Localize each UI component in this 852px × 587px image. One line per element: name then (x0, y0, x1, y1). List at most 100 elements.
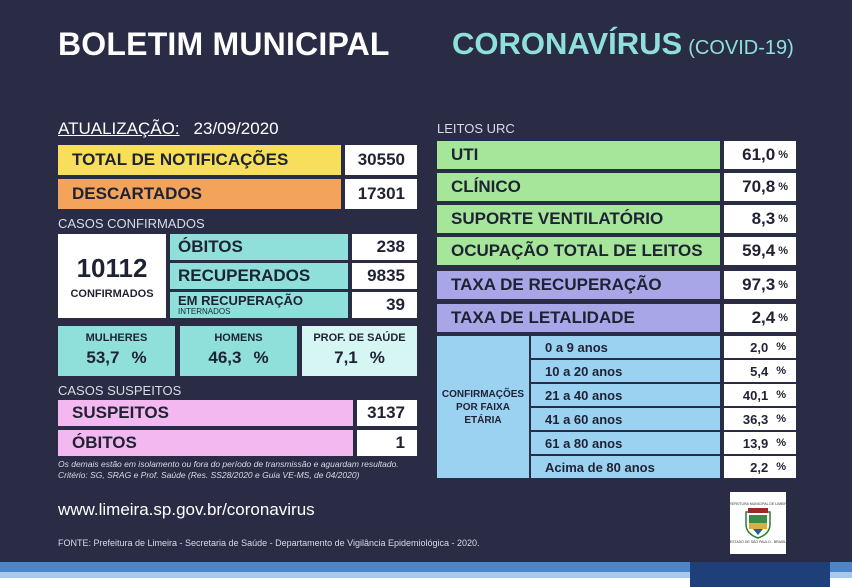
em-recuperacao-label: EM RECUPERAÇÃO (178, 293, 303, 308)
age-row-value: 36,3% (724, 408, 796, 430)
leitos-value-number: 59,4 (742, 241, 776, 260)
demo-box-mulheres: MULHERES 53,7% (58, 326, 175, 376)
age-row-label: 10 a 20 anos (531, 360, 720, 382)
obitos-value: 238 (352, 234, 417, 260)
leitos-value-unit: % (778, 149, 788, 161)
footer-stripe-blue (0, 562, 852, 572)
update-label: ATUALIZAÇÃO: (58, 119, 180, 138)
leitos-suporte-value: 8,3% (724, 205, 796, 233)
age-row-label: 61 a 80 anos (531, 432, 720, 454)
descartados-value: 17301 (345, 179, 417, 209)
taxa-recuperacao-label: TAXA DE RECUPERAÇÃO (437, 271, 720, 299)
page-subtitle: CORONAVÍRUS (COVID-19) (452, 26, 794, 62)
age-value-unit: % (776, 389, 786, 401)
website-link[interactable]: www.limeira.sp.gov.br/coronavirus (58, 500, 315, 519)
em-recuperacao-value: 39 (352, 292, 417, 318)
age-value-unit: % (776, 341, 786, 353)
city-logo: PREFEITURA MUNICIPAL DE LIMEIRA ESTADO D… (726, 492, 790, 554)
suspected-section-label: CASOS SUSPEITOS (58, 383, 182, 398)
suspeitos-value: 3137 (357, 400, 417, 426)
logo-bottom-text: ESTADO DE SÃO PAULO - BRASIL (729, 540, 787, 544)
age-title-line: ETÁRIA (464, 414, 502, 426)
footer-stripe-light (0, 572, 852, 578)
age-value-unit: % (776, 413, 786, 425)
demo-unit: % (369, 348, 385, 367)
recuperados-value: 9835 (352, 263, 417, 289)
descartados-label: DESCARTADOS (58, 179, 341, 209)
leitos-value-unit: % (778, 213, 788, 225)
age-row-value: 2,0% (724, 336, 796, 358)
age-row-label: Acima de 80 anos (531, 456, 720, 478)
age-value-number: 2,0 (750, 339, 769, 355)
em-recuperacao-sub: INTERNADOS (178, 307, 231, 316)
subtitle-main: CORONAVÍRUS (452, 26, 683, 61)
leitos-value-number: 8,3 (751, 209, 776, 228)
demo-box-prof-saude: PROF. DE SAÚDE 7,1% (302, 326, 417, 376)
demo-label: HOMENS (214, 332, 263, 344)
age-value-number: 40,1 (742, 387, 769, 403)
age-row-value: 2,2% (724, 456, 796, 478)
note-line: Critério: SG, SRAG e Prof. Saúde (Res. S… (58, 470, 360, 480)
demo-value: 53,7 (86, 348, 120, 367)
age-row-label: 21 a 40 anos (531, 384, 720, 406)
leitos-value-number: 61,0 (742, 145, 776, 164)
age-row-label: 41 a 60 anos (531, 408, 720, 430)
leitos-suporte-label: SUPORTE VENTILATÓRIO (437, 205, 720, 233)
leitos-uti-value: 61,0% (724, 141, 796, 169)
leitos-uti-label: UTI (437, 141, 720, 169)
demo-value: 7,1 (334, 348, 358, 367)
demo-label: MULHERES (85, 332, 148, 344)
rate-value-number: 97,3 (742, 275, 776, 294)
em-recuperacao-box: EM RECUPERAÇÃO INTERNADOS (170, 292, 348, 318)
age-value-number: 13,9 (742, 435, 769, 451)
age-title-box: CONFIRMAÇÕES POR FAIXA ETÁRIA (437, 336, 529, 478)
leitos-value-unit: % (778, 245, 788, 257)
update-line: ATUALIZAÇÃO: 23/09/2020 (58, 119, 279, 139)
age-title-line: CONFIRMAÇÕES (441, 388, 525, 400)
leitos-clinico-value: 70,8% (724, 173, 796, 201)
coat-of-arms-icon (745, 508, 771, 539)
rate-value-number: 2,4 (751, 308, 776, 327)
recuperados-label: RECUPERADOS (170, 263, 348, 289)
age-row-label: 0 a 9 anos (531, 336, 720, 358)
confirmed-total-label: CONFIRMADOS (70, 287, 154, 300)
age-value-number: 2,2 (750, 459, 769, 475)
leitos-value-number: 70,8 (742, 177, 776, 196)
taxa-letalidade-label: TAXA DE LETALIDADE (437, 304, 720, 332)
age-value-unit: % (776, 437, 786, 449)
confirmed-total: 10112 (76, 252, 148, 283)
bulletin-board: BOLETIM MUNICIPAL CORONAVÍRUS (COVID-19) … (0, 0, 852, 562)
rate-value-unit: % (778, 312, 788, 324)
leitos-ocupacao-value: 59,4% (724, 237, 796, 265)
total-notificacoes-value: 30550 (345, 145, 417, 175)
rate-value-unit: % (778, 279, 788, 291)
leitos-ocupacao-label: OCUPAÇÃO TOTAL DE LEITOS (437, 237, 720, 265)
leitos-clinico-label: CLÍNICO (437, 173, 720, 201)
demo-unit: % (131, 348, 147, 367)
leitos-value-unit: % (778, 181, 788, 193)
taxa-recuperacao-value: 97,3% (724, 271, 796, 299)
logo-top-text: PREFEITURA MUNICIPAL DE LIMEIRA (726, 502, 790, 506)
age-row-value: 40,1% (724, 384, 796, 406)
demo-box-homens: HOMENS 46,3% (180, 326, 297, 376)
total-notificacoes-label: TOTAL DE NOTIFICAÇÕES (58, 145, 341, 175)
age-row-value: 5,4% (724, 360, 796, 382)
demo-label: PROF. DE SAÚDE (313, 332, 406, 344)
obitos-label: ÓBITOS (170, 234, 348, 260)
age-value-number: 36,3 (742, 411, 769, 427)
subtitle-tag: (COVID-19) (688, 37, 794, 59)
age-value-unit: % (776, 365, 786, 377)
age-value-unit: % (776, 461, 786, 473)
age-value-number: 5,4 (750, 363, 769, 379)
page-title: BOLETIM MUNICIPAL (58, 26, 390, 62)
suspeitos-obitos-label: ÓBITOS (58, 430, 353, 456)
confirmed-total-box: 10112 CONFIRMADOS (58, 234, 166, 318)
suspeitos-obitos-value: 1 (357, 430, 417, 456)
demo-value: 46,3 (208, 348, 242, 367)
age-row-value: 13,9% (724, 432, 796, 454)
footer-stripe-dark (690, 562, 830, 587)
source-text: FONTE: Prefeitura de Limeira - Secretari… (58, 538, 480, 548)
age-title-line: POR FAIXA (456, 401, 510, 413)
demo-unit: % (253, 348, 269, 367)
